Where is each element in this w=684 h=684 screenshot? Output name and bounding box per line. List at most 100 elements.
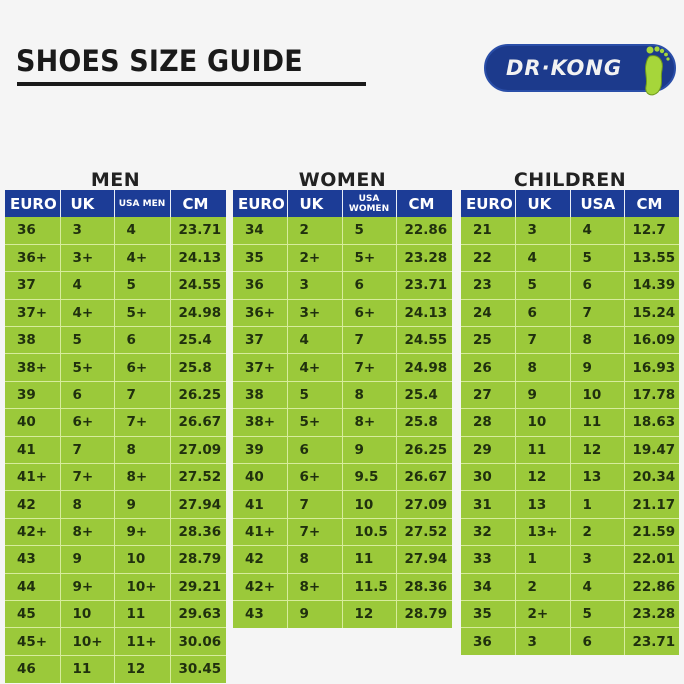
cell-euro: 43	[233, 599, 288, 628]
cell-euro: 36	[233, 271, 288, 300]
cell-cm: 26.67	[170, 408, 226, 437]
cell-uk: 5+	[60, 353, 115, 382]
cell-cm: 21.59	[624, 517, 679, 546]
cell-cm: 27.52	[170, 463, 226, 491]
cell-uk: 11	[60, 654, 115, 683]
cell-usa: 2	[570, 517, 625, 546]
cell-uk: 2	[515, 572, 571, 601]
title-underline	[17, 82, 366, 86]
cell-usa: 7	[570, 298, 625, 327]
cell-euro: 36+	[5, 243, 61, 272]
cell-usa: 5+	[114, 298, 171, 327]
cell-uk: 3+	[60, 243, 115, 272]
cell-uk: 6+	[287, 463, 343, 491]
cell-usa: 5	[570, 599, 625, 628]
table-row: 46 11 12 30.45	[5, 654, 226, 683]
cell-euro: 41	[5, 435, 61, 464]
cell-euro: 26	[461, 353, 516, 382]
table-row: 22 4 5 13.55	[461, 243, 679, 272]
table-row: 27 9 10 17.78	[461, 380, 679, 409]
cell-usa: 9	[570, 353, 625, 382]
cell-cm: 26.67	[396, 463, 452, 491]
table-row: 38 5 6 25.4	[5, 326, 226, 354]
cell-cm: 22.01	[624, 545, 679, 574]
table-row: 36+ 3+ 4+ 24.13	[5, 243, 226, 272]
cell-usa: 12	[114, 654, 171, 683]
column-header-uk: UK	[287, 190, 343, 217]
cell-usa: 11	[570, 408, 625, 437]
cell-cm: 28.36	[396, 572, 452, 601]
table-row: 37 4 5 24.55	[5, 271, 226, 300]
cell-cm: 15.24	[624, 298, 679, 327]
column-header-euro: EURO	[5, 190, 61, 217]
cell-uk: 1	[515, 545, 571, 574]
cell-euro: 36	[5, 217, 61, 245]
cell-cm: 13.55	[624, 243, 679, 272]
cell-euro: 31	[461, 490, 516, 519]
table-row: 40 6+ 7+ 26.67	[5, 408, 226, 437]
cell-euro: 36	[461, 627, 516, 656]
cell-usa: 8	[114, 435, 171, 464]
cell-euro: 37+	[233, 353, 288, 382]
cell-cm: 23.71	[178, 222, 222, 239]
cell-cm: 22.86	[404, 222, 448, 239]
cell-usa: 7	[342, 326, 397, 354]
cell-usa: 9+	[114, 517, 171, 546]
cell-euro: 45	[5, 599, 61, 628]
cell-usa: 4	[570, 572, 625, 601]
cell-euro: 38	[5, 326, 61, 354]
cell-usa: 6	[570, 627, 625, 656]
column-header-uk: UK	[60, 190, 115, 217]
cell-usa: 10	[114, 545, 171, 574]
cell-usa: 12	[570, 435, 625, 464]
table-row: 40 6+ 9.5 26.67	[233, 463, 452, 491]
cell-euro: 33	[461, 545, 516, 574]
cell-cm: 14.39	[624, 271, 679, 300]
table-row: 41 7 10 27.09	[233, 490, 452, 519]
table-row: 37+ 4+ 5+ 24.98	[5, 298, 226, 327]
table-row: 38+ 5+ 8+ 25.8	[233, 408, 452, 437]
cell-uk: 9	[515, 380, 571, 409]
women-size-table: EURO UK USA WOMEN CM 34 2 5 22.86 35 2+ 5+ 23.2…	[233, 190, 452, 628]
table-row: 39 6 9 26.25	[233, 435, 452, 464]
cell-euro: 37	[233, 326, 288, 354]
cell-usa: 11.5	[342, 572, 397, 601]
cell-uk: 10	[515, 408, 571, 437]
cell-uk: 3+	[287, 298, 343, 327]
cell-uk: 13	[515, 490, 571, 519]
table-header-row: EURO UK USA WOMEN CM	[233, 190, 452, 217]
cell-euro: 27	[461, 380, 516, 409]
cell-euro: 46	[5, 654, 61, 683]
cell-cm: 16.09	[624, 326, 679, 354]
cell-usa: 4	[114, 217, 171, 245]
cell-usa: 6	[570, 271, 625, 300]
table-row: 42+ 8+ 9+ 28.36	[5, 517, 226, 546]
cell-usa: 12	[342, 599, 397, 628]
table-row: 34 2 4 22.86	[461, 572, 679, 601]
table-row: 37+ 4+ 7+ 24.98	[233, 353, 452, 382]
cell-euro: 38	[233, 380, 288, 409]
cell-usa: 7+	[342, 353, 397, 382]
cell-uk: 5	[515, 271, 571, 300]
table-row: 45 10 11 29.63	[5, 599, 226, 628]
table-row: 35 2+ 5+ 23.28	[233, 243, 452, 272]
table-row: 35 2+ 5 23.28	[461, 599, 679, 628]
cell-euro: 29	[461, 435, 516, 464]
cell-usa: 6+	[342, 298, 397, 327]
cell-cm: 23.28	[624, 599, 679, 628]
cell-uk: 8	[515, 353, 571, 382]
cell-uk: 12	[515, 463, 571, 491]
cell-uk: 6	[60, 380, 115, 409]
cell-euro: 35	[461, 599, 516, 628]
cell-uk: 9	[60, 545, 115, 574]
cell-usa: 6+	[114, 353, 171, 382]
footprint-icon	[644, 46, 670, 96]
cell-uk: 6+	[60, 408, 115, 437]
cell-uk: 5	[287, 380, 343, 409]
cell-euro: 43	[5, 545, 61, 574]
usa-label-line1: USA	[358, 193, 380, 204]
cell-cm: 17.78	[624, 380, 679, 409]
cell-euro: 28	[461, 408, 516, 437]
cell-usa: 7	[114, 380, 171, 409]
cell-uk: 7+	[287, 517, 343, 546]
